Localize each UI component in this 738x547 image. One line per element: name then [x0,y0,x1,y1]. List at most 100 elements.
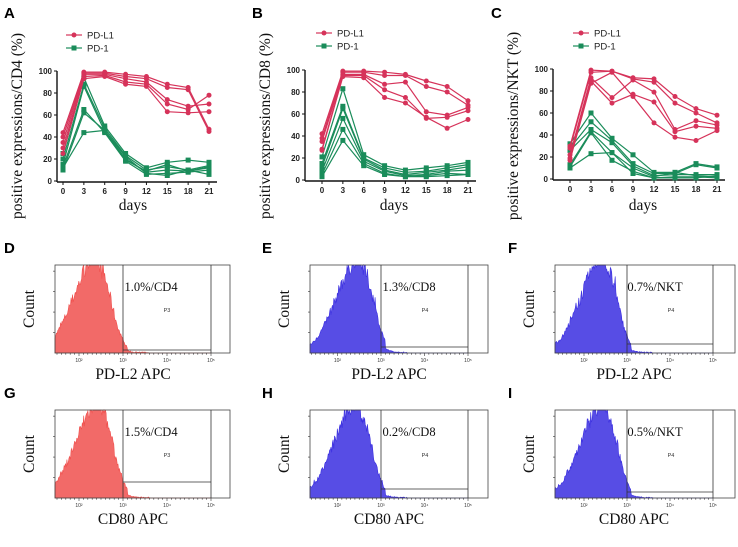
data-point [123,154,129,160]
plot-frame [554,409,736,499]
data-point [693,138,699,143]
x-tick-label: 10⁴ [421,503,429,509]
data-point [630,77,636,83]
data-point [693,110,699,116]
data-point [444,89,450,95]
data-point [185,157,191,163]
data-point [630,152,636,158]
series-line-PD-1 [569,131,718,179]
x-tick-label: 10² [580,503,588,509]
data-point [340,126,346,132]
plot-frame [309,409,489,499]
gate-percentage: 0.5%/NKT [627,425,683,439]
series-line-PD-L1 [569,79,718,159]
legend-marker [71,45,77,51]
gate-name: P4 [422,453,429,459]
gate-percentage: 1.3%/CD8 [382,280,435,294]
x-tick-label: 9 [123,187,128,196]
series-line-PD-1 [62,82,210,171]
y-tick-label: 100 [287,66,301,75]
y-tick-label: 20 [539,153,548,162]
data-point [164,97,170,103]
x-tick-label: 15 [422,186,431,195]
series-line-PD-L1 [62,74,210,149]
data-point [319,174,325,180]
gate-percentage: 0.7%/NKT [627,280,683,294]
x-tick-label: 18 [692,185,701,194]
x-tick-label: 10² [75,503,83,509]
data-point [714,173,720,179]
x-tick-label: 10⁴ [666,503,674,509]
series-line-PD-1 [569,120,718,175]
data-point [423,174,429,180]
data-point [81,83,87,89]
x-tick-label: 10⁵ [464,358,472,364]
legend-marker [321,43,327,49]
data-point [340,86,346,92]
x-tick-label: 10⁵ [709,503,717,509]
data-point [361,75,367,81]
data-point [60,151,66,156]
series-line-PD-1 [321,104,469,173]
histogram-G: G 1.5%/CD4 P3 10² 10³ 10⁴ 10⁵ Count CD80 APC [4,385,231,528]
data-point [340,115,346,121]
data-point [588,80,594,86]
data-point [465,108,471,114]
series-line-PD-1 [569,130,718,178]
histogram-area [309,409,468,499]
x-axis-label: PD-L2 APC [95,366,170,383]
series-line-PD-L1 [62,71,210,133]
data-point [444,173,450,179]
data-point [423,165,429,171]
x-axis-label: CD80 APC [599,511,669,528]
data-point [672,134,678,140]
data-point [465,117,471,122]
x-tick-label: 10⁵ [207,358,215,364]
data-point [81,76,87,82]
data-point [609,140,615,146]
data-point [102,74,108,79]
data-point [693,162,699,168]
data-point [206,129,212,134]
panel-label: D [4,240,15,257]
series-line-PD-1 [569,151,718,179]
x-tick-label: 10⁴ [163,503,171,509]
x-tick-label: 10⁵ [207,503,215,509]
y-tick-label: 40 [291,132,300,141]
data-point [319,164,325,170]
y-tick-label: 80 [43,89,52,98]
x-tick-label: 10³ [119,358,127,364]
data-point [630,94,636,99]
x-axis-label: days [119,197,147,214]
x-tick-label: 0 [61,187,66,196]
histogram-area [54,264,211,354]
x-tick-label: 10⁵ [464,503,472,509]
data-point [444,125,450,131]
panel-label: A [4,5,15,22]
histogram-area [54,408,211,499]
data-point [382,95,388,100]
data-point [672,175,678,181]
data-point [402,73,408,78]
data-point [382,87,388,93]
legend-marker [71,32,77,38]
histogram-H: H 0.2%/CD8 P4 10² 10³ 10⁴ 10⁵ Count CD80 APC [262,385,489,528]
data-point [206,171,212,177]
data-point [206,159,212,165]
legend-label: PD-L1 [594,29,621,40]
data-point [102,127,108,133]
data-point [567,165,573,171]
data-point [60,156,66,162]
y-tick-label: 0 [544,175,549,184]
data-point [609,157,615,163]
data-point [164,167,170,173]
x-tick-label: 21 [464,186,473,195]
data-point [588,110,594,116]
data-point [651,175,657,181]
data-point [714,165,720,171]
data-point [609,95,615,101]
data-point [693,123,699,129]
series-line-PD-1 [62,129,210,172]
data-point [672,169,678,175]
data-point [382,73,388,78]
